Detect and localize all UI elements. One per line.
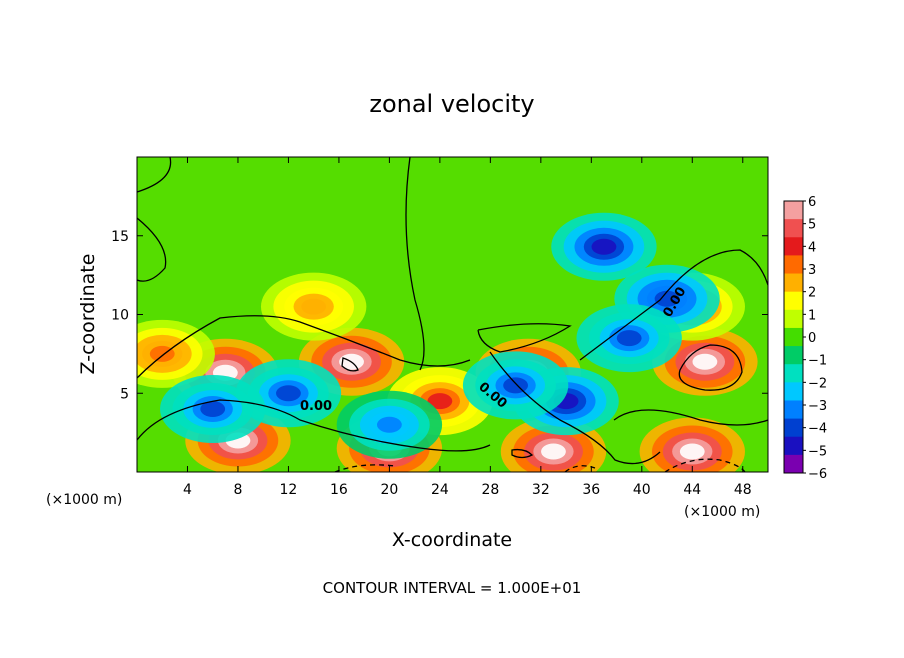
colorbar-swatch xyxy=(784,454,803,474)
velocity-band xyxy=(541,443,566,460)
velocity-blob xyxy=(639,417,745,472)
colorbar-label: −1 xyxy=(808,354,827,369)
colorbar-swatch xyxy=(784,364,803,383)
colorbar-label: 3 xyxy=(808,263,816,278)
velocity-band xyxy=(377,416,402,433)
colorbar-label: −5 xyxy=(808,444,827,459)
velocity-blob xyxy=(551,212,657,281)
velocity-band xyxy=(276,385,301,402)
y-tick-label: 10 xyxy=(111,308,129,324)
colorbar-swatch xyxy=(784,382,803,401)
velocity-field xyxy=(137,212,758,472)
colorbar-swatch xyxy=(784,418,803,438)
contour-interval-note: CONTOUR INTERVAL = 1.000E+01 xyxy=(323,579,582,597)
zero-contours xyxy=(137,157,768,472)
velocity-blob xyxy=(652,327,758,396)
colorbar-swatch xyxy=(784,327,803,347)
colorbar-label: −4 xyxy=(808,422,827,437)
x-tick-label: 4 xyxy=(183,482,192,498)
contour-line xyxy=(678,344,743,391)
contour-line xyxy=(477,323,572,353)
colorbar-swatch xyxy=(784,309,803,329)
velocity-blob xyxy=(160,375,266,443)
colorbar-swatch xyxy=(784,273,803,293)
colorbar-label: −3 xyxy=(808,399,827,414)
velocity-band xyxy=(149,345,175,362)
contour-line xyxy=(489,351,661,465)
colorbar-swatch xyxy=(784,436,803,456)
x-tick-label: 36 xyxy=(582,482,600,498)
contour-line xyxy=(137,399,491,452)
contour-line xyxy=(564,465,596,472)
contour-line xyxy=(579,249,768,361)
velocity-band xyxy=(503,377,528,394)
velocity-blob xyxy=(576,304,682,373)
colorbar-swatch xyxy=(784,291,803,311)
contour-line xyxy=(137,217,167,282)
x-tick-label: 28 xyxy=(481,482,499,498)
x-tick-label: 16 xyxy=(330,482,348,498)
x-tick-label: 20 xyxy=(380,482,398,498)
colorbar-label: 5 xyxy=(808,218,816,233)
chart-title: zonal velocity xyxy=(369,90,534,118)
y-axis: 5 10 15 xyxy=(111,229,768,402)
contour-line xyxy=(511,448,534,459)
contour-line xyxy=(613,409,768,426)
velocity-band xyxy=(679,443,705,460)
velocity-blob xyxy=(336,390,443,459)
contour-line xyxy=(405,157,425,371)
velocity-band xyxy=(616,330,642,347)
colorbar-swatch xyxy=(784,219,803,238)
x-axis-label: X-coordinate xyxy=(392,529,512,551)
contour-line xyxy=(137,157,172,193)
y-axis-label: Z-coordinate xyxy=(77,254,99,375)
x-unit-left: (×1000 m) xyxy=(46,492,122,508)
x-tick-label: 48 xyxy=(734,482,752,498)
colorbar: 6 5 4 3 2 1 0 −1 −2 −3 −4 −5 −6 xyxy=(783,195,827,482)
x-tick-label: 32 xyxy=(532,482,550,498)
velocity-band xyxy=(692,353,718,370)
contour-label: 0.00 xyxy=(300,399,332,414)
x-tick-label: 40 xyxy=(633,482,651,498)
colorbar-label: 0 xyxy=(808,331,816,346)
velocity-band xyxy=(301,298,327,315)
y-tick-label: 15 xyxy=(111,229,129,245)
colorbar-label: 2 xyxy=(808,286,816,301)
colorbar-swatch xyxy=(784,400,803,420)
colorbar-swatch xyxy=(784,237,803,256)
x-axis: 4 8 12 16 20 24 28 32 36 40 44 48 xyxy=(183,157,752,498)
x-unit-right: (×1000 m) xyxy=(684,504,760,520)
contour-line xyxy=(341,357,359,372)
velocity-blob xyxy=(462,351,569,420)
contour-line xyxy=(664,458,746,472)
velocity-band xyxy=(591,238,617,255)
plot-area: 0.00 0.00 0.00 xyxy=(136,156,769,473)
y-tick-label: 5 xyxy=(120,386,129,402)
contour-line xyxy=(137,315,471,379)
velocity-band xyxy=(427,393,453,410)
velocity-blob xyxy=(260,272,367,341)
velocity-band xyxy=(200,401,226,417)
colorbar-swatch xyxy=(784,255,803,275)
x-tick-label: 44 xyxy=(683,482,701,498)
x-tick-label: 8 xyxy=(233,482,242,498)
x-tick-label: 12 xyxy=(280,482,298,498)
x-tick-label: 24 xyxy=(431,482,449,498)
colorbar-swatch xyxy=(784,201,803,220)
velocity-band xyxy=(654,290,680,307)
colorbar-label: 4 xyxy=(808,240,816,255)
colorbar-swatch xyxy=(784,346,803,365)
colorbar-label: 6 xyxy=(808,195,816,210)
colorbar-label: −2 xyxy=(808,376,827,391)
colorbar-label: 1 xyxy=(808,308,816,323)
colorbar-label: −6 xyxy=(808,467,827,482)
